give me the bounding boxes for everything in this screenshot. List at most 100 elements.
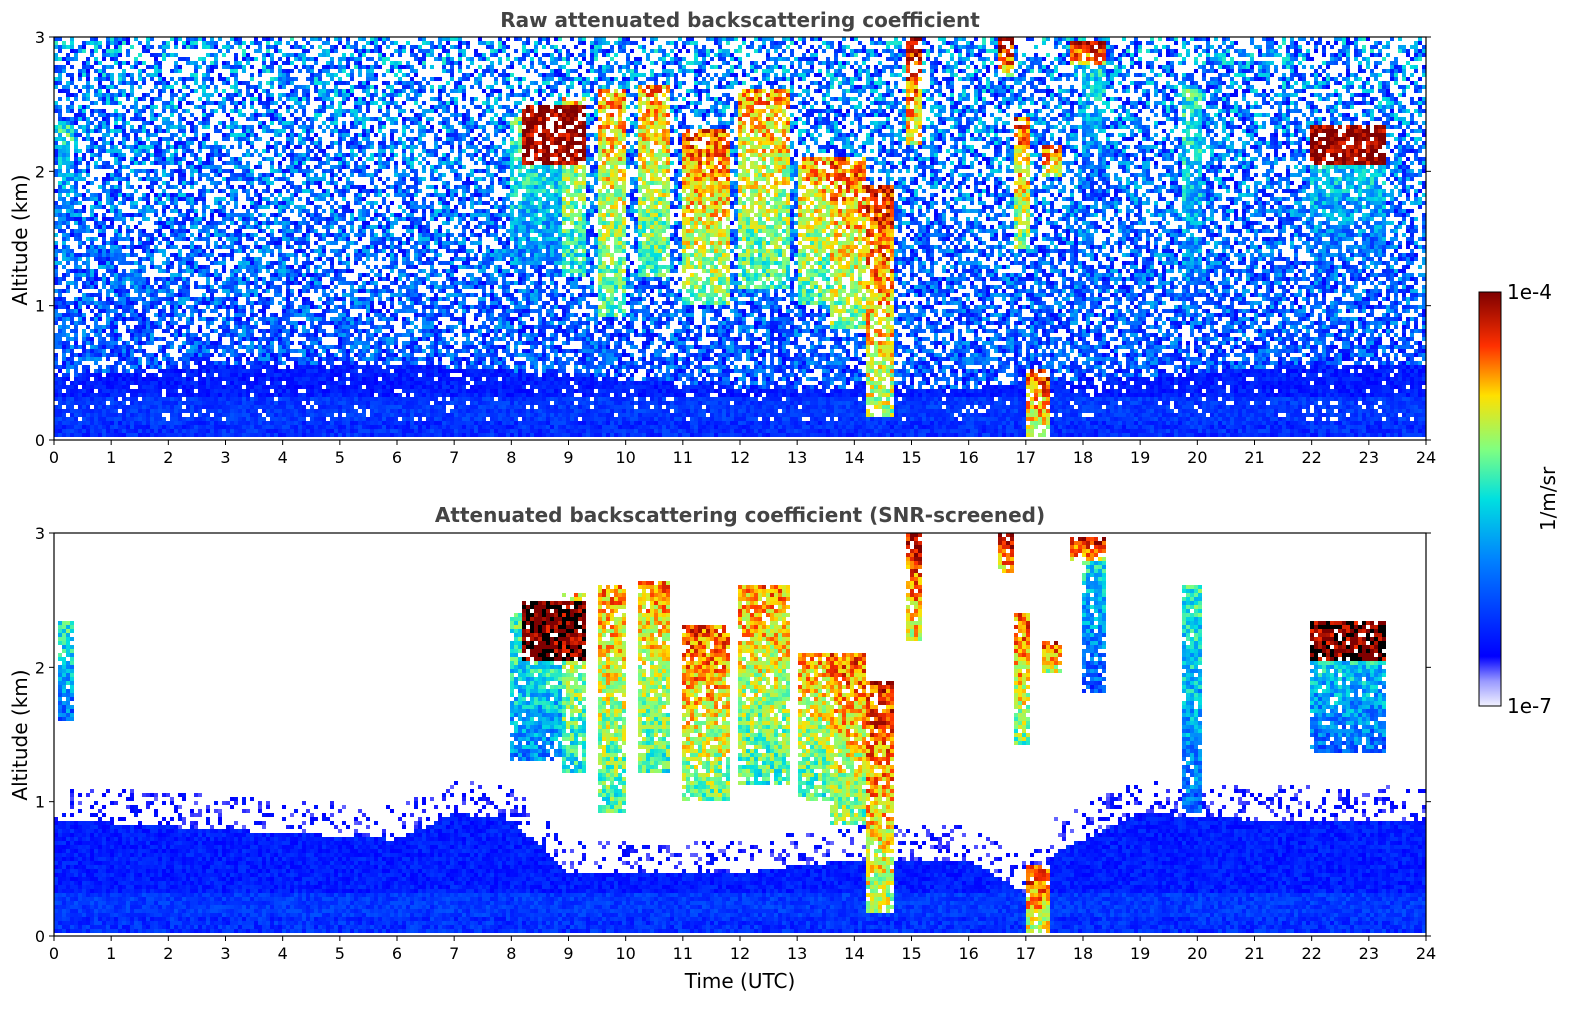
heatmap-cell	[62, 245, 66, 249]
heatmap-cell	[270, 421, 274, 425]
heatmap-cell	[242, 217, 246, 221]
heatmap-cell	[82, 425, 86, 429]
heatmap-cell	[222, 325, 226, 329]
heatmap-cell	[206, 341, 210, 345]
heatmap-cell	[98, 89, 102, 93]
heatmap-cell	[218, 401, 222, 405]
heatmap-cell	[286, 53, 290, 57]
heatmap-cell	[90, 293, 94, 297]
heatmap-cell	[78, 265, 82, 269]
heatmap-cell	[66, 225, 70, 229]
heatmap-cell	[110, 353, 114, 357]
heatmap-cell	[78, 73, 82, 77]
heatmap-cell	[186, 293, 190, 297]
heatmap-cell	[166, 245, 170, 249]
heatmap-cell	[238, 229, 242, 233]
heatmap-cell	[222, 229, 226, 233]
heatmap-cell	[314, 217, 318, 221]
heatmap-cell	[126, 213, 130, 217]
heatmap-cell	[146, 169, 150, 173]
heatmap-cell	[266, 341, 270, 345]
heatmap-cell	[98, 125, 102, 129]
heatmap-cell	[106, 309, 110, 313]
heatmap-cell	[338, 177, 342, 181]
heatmap-cell	[262, 401, 266, 405]
heatmap-cell	[318, 281, 322, 285]
heatmap-cell	[226, 45, 230, 49]
heatmap-cell	[130, 361, 134, 365]
heatmap-cell	[118, 173, 122, 177]
heatmap-cell	[214, 245, 218, 249]
heatmap-cell	[322, 365, 326, 369]
heatmap-cell	[198, 233, 202, 237]
heatmap-cell	[202, 365, 206, 369]
heatmap-cell	[222, 353, 226, 357]
heatmap-cell	[186, 321, 190, 325]
heatmap-cell	[250, 381, 254, 385]
heatmap-cell	[106, 313, 110, 317]
heatmap-cell	[262, 277, 266, 281]
heatmap-cell	[238, 157, 242, 161]
heatmap-cell	[122, 197, 126, 201]
heatmap-cell	[238, 109, 242, 113]
heatmap-cell	[74, 321, 78, 325]
heatmap-cell	[330, 357, 334, 361]
heatmap-cell	[278, 401, 282, 405]
heatmap-cell	[122, 137, 126, 141]
heatmap-cell	[210, 253, 214, 257]
heatmap-cell	[106, 89, 110, 93]
heatmap-cell	[138, 169, 142, 173]
heatmap-cell	[142, 149, 146, 153]
heatmap-cell	[246, 133, 250, 137]
heatmap-cell	[186, 429, 190, 433]
heatmap-cell	[142, 69, 146, 73]
heatmap-cell	[266, 305, 270, 309]
heatmap-cell	[190, 129, 194, 133]
heatmap-cell	[206, 369, 210, 373]
heatmap-cell	[110, 53, 114, 57]
heatmap-cell	[246, 213, 250, 217]
heatmap-cell	[62, 373, 66, 377]
heatmap-cell	[314, 193, 318, 197]
heatmap-cell	[102, 409, 106, 413]
heatmap-cell	[118, 65, 122, 69]
heatmap-cell	[198, 329, 202, 333]
heatmap-cell	[170, 105, 174, 109]
heatmap-cell	[226, 381, 230, 385]
heatmap-cell	[342, 65, 346, 69]
heatmap-cell	[98, 329, 102, 333]
heatmap-cell	[214, 429, 218, 433]
heatmap-cell	[130, 77, 134, 81]
heatmap-cell	[218, 157, 222, 161]
heatmap-cell	[158, 113, 162, 117]
heatmap-cell	[258, 421, 262, 425]
heatmap-cell	[138, 385, 142, 389]
heatmap-cell	[282, 369, 286, 373]
heatmap-cell	[230, 101, 234, 105]
heatmap-cell	[338, 345, 342, 349]
heatmap-cell	[210, 221, 214, 225]
heatmap-cell	[98, 249, 102, 253]
heatmap-cell	[142, 317, 146, 321]
heatmap-cell	[218, 413, 222, 417]
heatmap-cell	[254, 417, 258, 421]
heatmap-cell	[154, 265, 158, 269]
heatmap-cell	[194, 385, 198, 389]
heatmap-cell	[66, 149, 70, 153]
heatmap-cell	[154, 229, 158, 233]
heatmap-cell	[314, 333, 318, 337]
heatmap-cell	[294, 313, 298, 317]
heatmap-cell	[230, 369, 234, 373]
heatmap-cell	[250, 421, 254, 425]
heatmap-cell	[286, 369, 290, 373]
heatmap-cell	[146, 301, 150, 305]
heatmap-cell	[198, 85, 202, 89]
heatmap-cell	[158, 233, 162, 237]
heatmap-cell	[318, 381, 322, 385]
heatmap-cell	[334, 293, 338, 297]
heatmap-cell	[258, 405, 262, 409]
heatmap-cell	[170, 321, 174, 325]
heatmap-cell	[206, 177, 210, 181]
heatmap-cell	[254, 389, 258, 393]
heatmap-cell	[238, 321, 242, 325]
